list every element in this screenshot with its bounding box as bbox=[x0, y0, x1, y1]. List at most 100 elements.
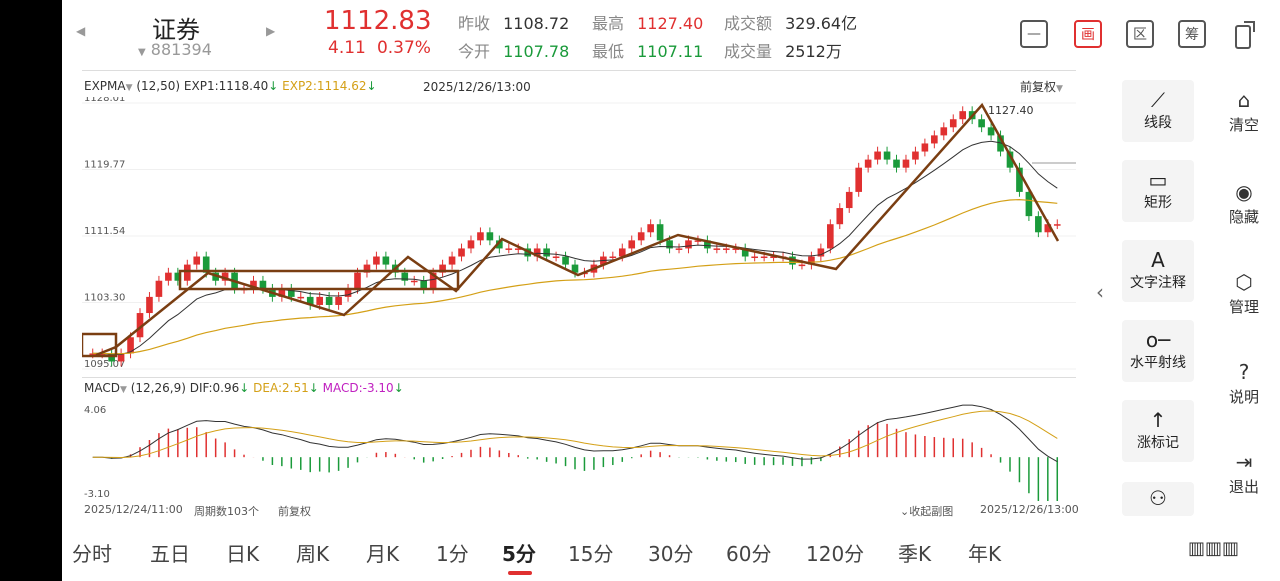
chip-icon[interactable]: 筹 bbox=[1178, 20, 1206, 48]
candle-body bbox=[902, 159, 910, 168]
candle-body bbox=[288, 288, 295, 297]
candle-body bbox=[496, 240, 503, 249]
stock-name: 证券 bbox=[152, 16, 200, 44]
indicator-select[interactable]: EXPMA bbox=[84, 79, 126, 93]
footer-adjust: 前复权 bbox=[278, 505, 311, 518]
candle-body bbox=[98, 353, 106, 355]
candle-body bbox=[647, 224, 654, 233]
indicator-bar: EXPMA▼ (12,50) EXP1:1118.40↓ EXP2:1114.6… bbox=[84, 79, 377, 93]
side-label: 说明 bbox=[1228, 388, 1259, 406]
tool-up-mark[interactable]: ↑ 涨标记 bbox=[1122, 400, 1194, 462]
candle-body bbox=[486, 232, 494, 241]
period-tab[interactable]: 日K bbox=[226, 542, 260, 566]
candle-body bbox=[420, 280, 428, 289]
side-label: 清空 bbox=[1228, 116, 1259, 134]
candle-body bbox=[949, 119, 957, 128]
candle-body bbox=[874, 151, 881, 160]
screen-rotate-icon[interactable] bbox=[1230, 18, 1260, 50]
macd-axis-top: 4.06 bbox=[84, 405, 106, 416]
adjust-dropdown-icon: ▼ bbox=[1056, 84, 1063, 94]
candle-body bbox=[798, 264, 806, 267]
tool-more[interactable]: ⚇ bbox=[1122, 482, 1194, 516]
period-tab[interactable]: 120分 bbox=[806, 542, 865, 566]
candle-body bbox=[1053, 224, 1061, 226]
collapse-label: 收起副图 bbox=[909, 505, 954, 518]
candle-body bbox=[808, 256, 815, 265]
candle-body bbox=[893, 159, 900, 168]
tool-label: 文字注释 bbox=[1130, 275, 1186, 291]
stat-label: 成交额 bbox=[724, 14, 773, 33]
tool-text-annotation[interactable]: A 文字注释 bbox=[1122, 240, 1194, 302]
exp1-line bbox=[92, 140, 1058, 356]
candle-body bbox=[656, 224, 664, 241]
dif-down-icon: ↓ bbox=[239, 381, 250, 395]
active-period-indicator bbox=[508, 571, 532, 575]
tool-horizontal-ray[interactable]: o─ 水平射线 bbox=[1122, 320, 1194, 382]
collapse-subchart-button[interactable]: ⌄收起副图 bbox=[900, 503, 953, 519]
side-help[interactable]: ? 说明 bbox=[1214, 360, 1274, 407]
macd-chart[interactable]: 4.06 -3.10 bbox=[82, 401, 1076, 501]
side-exit[interactable]: ⇥ 退出 bbox=[1214, 450, 1274, 497]
candle-body bbox=[354, 272, 361, 289]
adjust-select[interactable]: 前复权▼ bbox=[1020, 78, 1063, 95]
macd-select[interactable]: MACD bbox=[84, 381, 120, 395]
stat-volume: 成交量 2512万 bbox=[724, 38, 842, 62]
candle-body bbox=[316, 296, 323, 305]
period-tab[interactable]: 5分 bbox=[502, 542, 536, 566]
dif-line bbox=[92, 404, 1058, 463]
dea-value: DEA:2.51 bbox=[253, 381, 309, 395]
candle-body bbox=[827, 224, 834, 249]
exp2-down-icon: ↓ bbox=[366, 79, 377, 93]
minus-box-icon[interactable]: — bbox=[1020, 20, 1048, 48]
macd-params: (12,26,9) bbox=[130, 381, 186, 395]
candle-body bbox=[855, 167, 862, 192]
period-tab[interactable]: 月K bbox=[366, 542, 400, 566]
indicator-dropdown-icon[interactable]: ▼ bbox=[125, 83, 133, 93]
up-mark-icon: ↑ bbox=[1149, 408, 1167, 432]
change-value: 4.11 bbox=[328, 38, 366, 58]
side-clear[interactable]: ⌂ 清空 bbox=[1214, 88, 1274, 135]
side-manage[interactable]: ⬡ 管理 bbox=[1214, 270, 1274, 317]
period-tab[interactable]: 60分 bbox=[726, 542, 772, 566]
period-tab[interactable]: 分时 bbox=[72, 542, 112, 566]
period-tab[interactable]: 五日 bbox=[150, 542, 190, 566]
side-label: 退出 bbox=[1228, 478, 1259, 496]
macd-dropdown-icon[interactable]: ▼ bbox=[119, 385, 127, 395]
period-tab[interactable]: 周K bbox=[296, 542, 330, 566]
candle-body bbox=[514, 248, 522, 250]
candle-body bbox=[335, 296, 342, 305]
prev-stock-arrow[interactable]: ◀ bbox=[76, 24, 86, 38]
crosshair-datetime: 2025/12/26/13:00 bbox=[423, 80, 531, 94]
candle-body bbox=[410, 280, 418, 283]
chart-area[interactable]: EXPMA▼ (12,50) EXP1:1118.40↓ EXP2:1114.6… bbox=[82, 70, 1079, 520]
candle-body bbox=[732, 248, 740, 250]
candle-body bbox=[373, 256, 380, 265]
region-icon[interactable]: 区 bbox=[1126, 20, 1154, 48]
period-tab[interactable]: 15分 bbox=[568, 542, 614, 566]
candlestick-chart[interactable]: 1128.01 1119.77 1111.54 1103.30 1095.07 1127.… bbox=[82, 97, 1076, 377]
tool-line-segment[interactable]: ⟋ 线段 bbox=[1122, 80, 1194, 142]
more-periods-icon[interactable]: ▥▥▥ bbox=[1188, 538, 1240, 559]
candle-body bbox=[609, 256, 617, 259]
stat-low: 最低 1107.11 bbox=[592, 38, 703, 62]
period-tab[interactable]: 年K bbox=[968, 542, 1002, 566]
stat-prev-close: 昨收 1108.72 bbox=[458, 10, 569, 34]
candle-body bbox=[666, 240, 673, 249]
period-tab[interactable]: 30分 bbox=[648, 542, 694, 566]
dropdown-icon[interactable]: ▼ bbox=[138, 47, 146, 58]
candle-body bbox=[344, 288, 352, 297]
tool-rectangle[interactable]: ▭ 矩形 bbox=[1122, 160, 1194, 222]
manage-icon: ⬡ bbox=[1235, 270, 1253, 294]
chip-icon-label: 筹 bbox=[1185, 27, 1199, 43]
candle-body bbox=[637, 232, 645, 241]
next-stock-arrow[interactable]: ▶ bbox=[266, 24, 276, 38]
period-tab[interactable]: 季K bbox=[898, 542, 932, 566]
candle-body bbox=[1044, 224, 1052, 233]
candle-body bbox=[760, 256, 768, 259]
footer-end-date: 2025/12/26/13:00 bbox=[980, 503, 1079, 516]
draw-icon[interactable]: 画 bbox=[1074, 20, 1102, 48]
side-eye[interactable]: ◉ 隐藏 bbox=[1214, 180, 1274, 227]
collapse-panel-arrow[interactable]: ‹ bbox=[1096, 280, 1104, 304]
more-tools-icon: ⚇ bbox=[1149, 486, 1167, 510]
period-tab[interactable]: 1分 bbox=[436, 542, 469, 566]
